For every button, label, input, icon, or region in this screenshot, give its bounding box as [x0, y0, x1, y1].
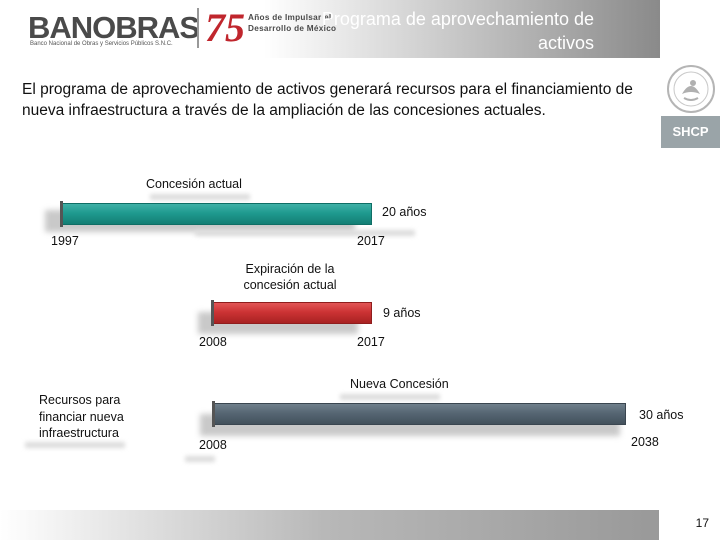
timeline-1-bar-start-cap [60, 201, 63, 227]
timeline-3-label-reflection [340, 394, 440, 400]
shcp-logo: SHCP [661, 116, 720, 148]
timeline-2-label: Expiración de la concesión actual [243, 262, 337, 292]
timeline-2-duration: 9 años [383, 306, 421, 320]
timeline-3-end: 2038 [631, 435, 659, 449]
mexico-seal-icon [667, 65, 715, 113]
timeline-1-duration: 20 años [382, 205, 427, 219]
timeline-2-end: 2017 [357, 335, 385, 349]
timeline-1-end: 2017 [357, 234, 385, 248]
side-note-reflection [25, 442, 125, 448]
banobras-logo-text: BANOBRAS [28, 10, 200, 45]
timeline-3-bar-start-cap [212, 401, 215, 427]
banobras-logo-subtitle: Banco Nacional de Obras y Servicios Públ… [30, 41, 173, 47]
header-band [0, 0, 660, 58]
header: BANOBRAS Banco Nacional de Obras y Servi… [0, 0, 660, 58]
anniversary-number: 75 [205, 5, 245, 50]
side-note: Recursos para financiar nueva infraestru… [39, 393, 124, 440]
timeline-1-reflection [195, 230, 415, 236]
page-number: 17 [695, 516, 709, 530]
timeline-2-bar-start-cap [211, 300, 214, 326]
timeline-3-label: Nueva Concesión [350, 377, 449, 391]
timeline-3-start-reflection [185, 456, 215, 462]
timeline-2-bar [213, 302, 372, 324]
intro-paragraph: El programa de aprovechamiento de activo… [22, 81, 633, 119]
footer-band [0, 510, 720, 540]
banobras-logo: BANOBRAS [28, 10, 200, 46]
timeline-1-label-reflection [150, 194, 250, 200]
timeline-1-start: 1997 [51, 234, 79, 248]
anniversary-text: Años de Impulsar el Desarrollo de México [248, 13, 337, 33]
page-title: Programa de aprovechamiento de activos [321, 9, 594, 53]
logo-divider [197, 8, 199, 48]
timeline-3-bar [214, 403, 626, 425]
timeline-1-bar [62, 203, 372, 225]
page-number-box [659, 506, 720, 540]
timeline-2-start: 2008 [199, 335, 227, 349]
timeline-3-duration: 30 años [639, 408, 684, 422]
timeline-3-start: 2008 [199, 438, 227, 452]
timeline-1-label: Concesión actual [146, 177, 242, 191]
